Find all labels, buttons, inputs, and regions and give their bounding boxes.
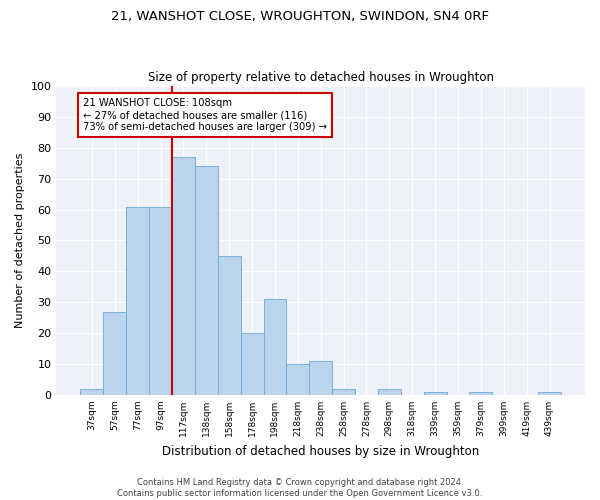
Text: Contains HM Land Registry data © Crown copyright and database right 2024.
Contai: Contains HM Land Registry data © Crown c… — [118, 478, 482, 498]
Text: 21, WANSHOT CLOSE, WROUGHTON, SWINDON, SN4 0RF: 21, WANSHOT CLOSE, WROUGHTON, SWINDON, S… — [111, 10, 489, 23]
Bar — [286, 364, 309, 395]
Text: 21 WANSHOT CLOSE: 108sqm
← 27% of detached houses are smaller (116)
73% of semi-: 21 WANSHOT CLOSE: 108sqm ← 27% of detach… — [83, 98, 327, 132]
Title: Size of property relative to detached houses in Wroughton: Size of property relative to detached ho… — [148, 70, 494, 84]
Bar — [218, 256, 241, 395]
Bar — [332, 389, 355, 395]
Bar — [126, 206, 149, 395]
Bar — [424, 392, 446, 395]
Bar — [469, 392, 493, 395]
Bar — [80, 389, 103, 395]
Bar — [172, 157, 195, 395]
Bar — [149, 206, 172, 395]
Bar — [263, 299, 286, 395]
Bar — [241, 333, 263, 395]
X-axis label: Distribution of detached houses by size in Wroughton: Distribution of detached houses by size … — [162, 444, 479, 458]
Bar — [538, 392, 561, 395]
Bar — [309, 361, 332, 395]
Bar — [195, 166, 218, 395]
Bar — [378, 389, 401, 395]
Bar — [103, 312, 126, 395]
Y-axis label: Number of detached properties: Number of detached properties — [15, 153, 25, 328]
